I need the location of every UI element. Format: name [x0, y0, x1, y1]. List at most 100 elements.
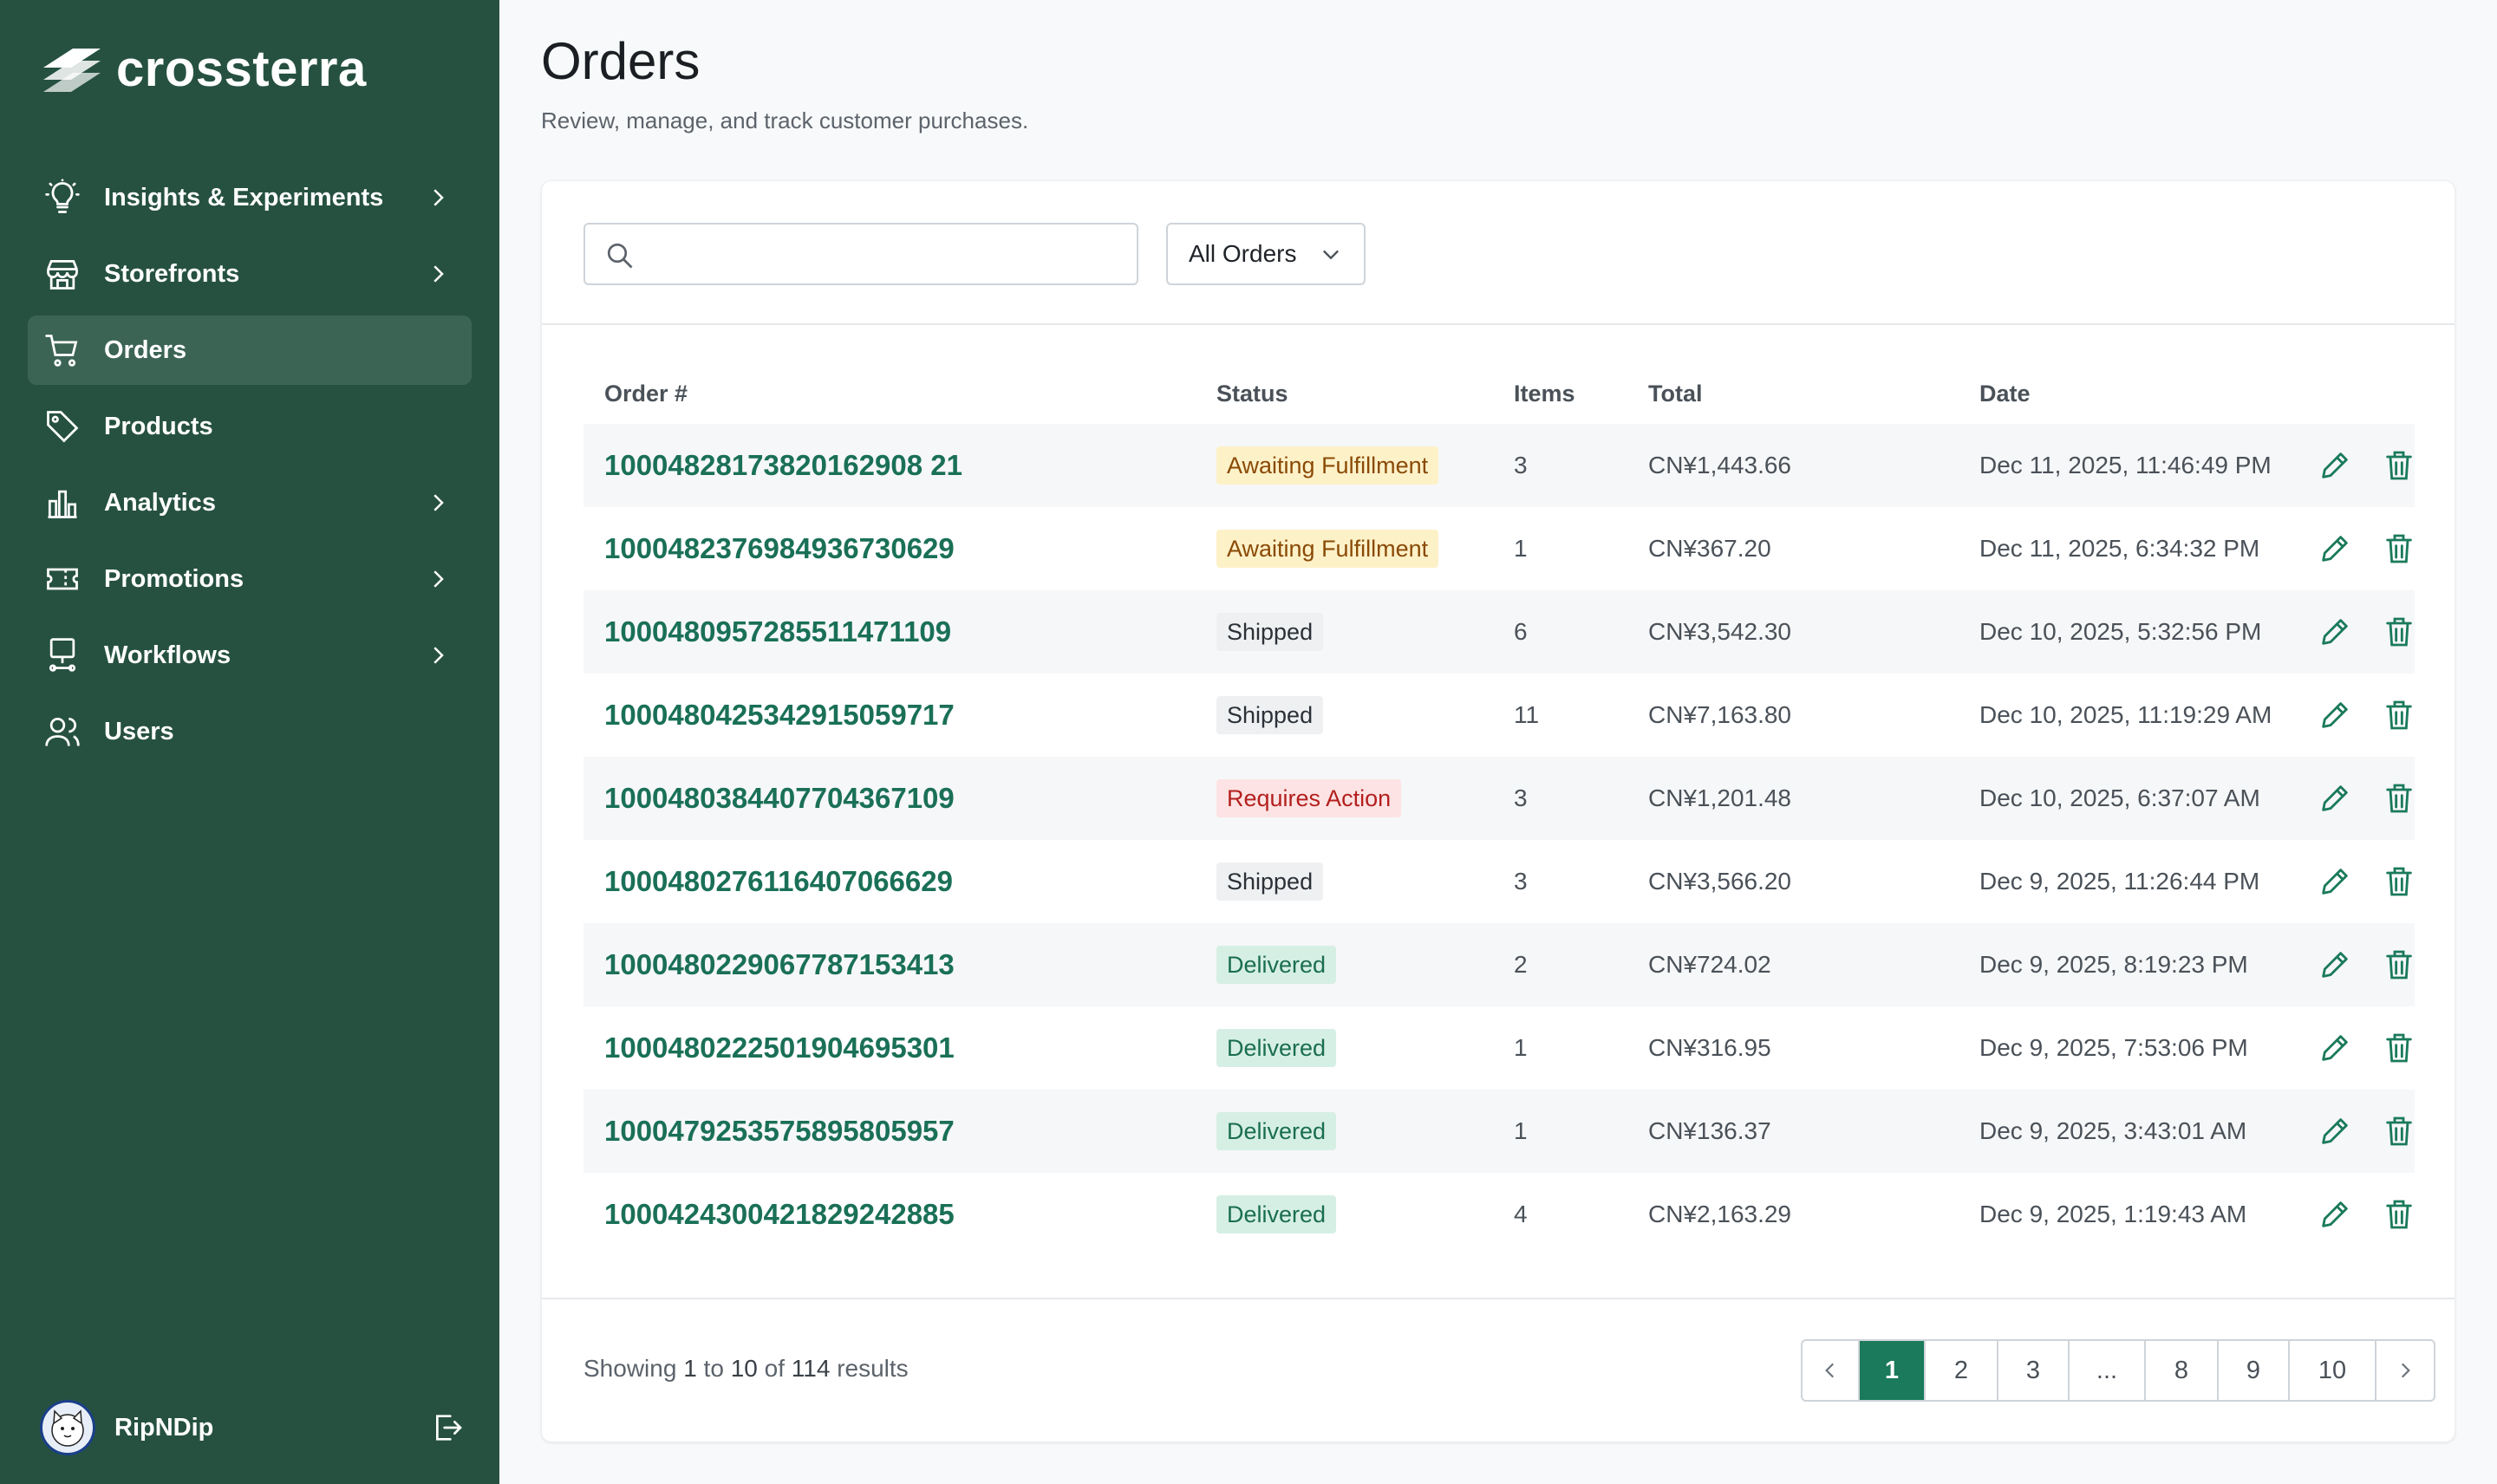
- status-badge: Shipped: [1216, 862, 1324, 901]
- table-row[interactable]: 1000480384407704367109 Requires Action 3 CN…: [584, 757, 2415, 840]
- order-total: CN¥2,163.29: [1648, 1201, 1792, 1227]
- order-number-link[interactable]: 1000424300421829242885: [604, 1198, 955, 1230]
- chevron-right-icon: [425, 185, 451, 211]
- status-badge: Awaiting Fulfillment: [1216, 529, 1439, 569]
- search-box[interactable]: [584, 223, 1138, 285]
- row-actions: [2318, 1173, 2416, 1256]
- order-date: Dec 9, 2025, 1:19:43 AM: [1979, 1201, 2247, 1227]
- edit-icon[interactable]: [2318, 1031, 2352, 1065]
- sidebar-item-users[interactable]: Users: [28, 697, 472, 766]
- showing-suffix: results: [837, 1355, 909, 1382]
- header-date[interactable]: Date: [1979, 381, 2031, 407]
- trash-icon[interactable]: [2382, 531, 2416, 566]
- trash-icon[interactable]: [2382, 781, 2416, 816]
- table-row[interactable]: 1000480425342915059717 Shipped 11 CN¥7,163.…: [584, 674, 2415, 757]
- pagination-next-button[interactable]: [2376, 1341, 2434, 1400]
- pagination-ellipsis: ...: [2070, 1341, 2146, 1400]
- row-actions: [2318, 674, 2416, 757]
- order-filter-select[interactable]: All Orders: [1166, 223, 1366, 285]
- sidebar-item-analytics[interactable]: Analytics: [28, 468, 472, 537]
- trash-icon[interactable]: [2382, 1114, 2416, 1149]
- logout-icon[interactable]: [430, 1410, 465, 1445]
- edit-icon[interactable]: [2318, 615, 2352, 649]
- table-row[interactable]: 1000480229067787153413 Delivered 2 CN¥724.0…: [584, 923, 2415, 1006]
- pagination-page-button[interactable]: 9: [2219, 1341, 2290, 1400]
- order-number-link[interactable]: 1000479253575895805957: [604, 1115, 955, 1147]
- edit-icon[interactable]: [2318, 1114, 2352, 1149]
- sidebar-item-label: Storefronts: [104, 259, 240, 288]
- sidebar-item-workflows[interactable]: Workflows: [28, 621, 472, 690]
- header-order[interactable]: Order #: [604, 381, 688, 407]
- order-date: Dec 9, 2025, 8:19:23 PM: [1979, 951, 2248, 978]
- page-subtitle: Review, manage, and track customer purch…: [541, 107, 1029, 133]
- sidebar-item-orders[interactable]: Orders: [28, 316, 472, 385]
- chevron-right-icon: [2401, 1363, 2410, 1378]
- pagination-page-button[interactable]: 3: [1998, 1341, 2070, 1400]
- sidebar-item-label: Workflows: [104, 641, 231, 669]
- pagination-prev-button[interactable]: [1803, 1341, 1860, 1400]
- filter-label: All Orders: [1189, 240, 1297, 267]
- status-cell: Delivered: [1216, 923, 1337, 1006]
- trash-icon[interactable]: [2382, 1197, 2416, 1232]
- edit-icon[interactable]: [2318, 781, 2352, 816]
- table-footer: Showing 1 to 10 of 114 results 1 2 3... 8 9 1…: [542, 1298, 2455, 1443]
- showing-of-word: of: [764, 1355, 785, 1382]
- sidebar-item-label: Insights & Experiments: [104, 183, 384, 212]
- search-input[interactable]: [648, 230, 1125, 278]
- table-row[interactable]: 1000480957285511471109 Shipped 6 CN¥3,542.3…: [584, 590, 2415, 674]
- sidebar-item-insights[interactable]: Insights & Experiments: [28, 163, 472, 232]
- trash-icon[interactable]: [2382, 698, 2416, 732]
- table-row[interactable]: 1000424300421829242885 Delivered 4 CN¥2,163…: [584, 1173, 2415, 1256]
- order-number-link[interactable]: 1000480276116407066629: [604, 865, 953, 897]
- ticket-icon: [43, 560, 81, 598]
- edit-icon[interactable]: [2318, 448, 2352, 483]
- trash-icon[interactable]: [2382, 947, 2416, 982]
- sidebar-item-products[interactable]: Products: [28, 392, 472, 461]
- status-cell: Shipped: [1216, 674, 1324, 757]
- edit-icon[interactable]: [2318, 864, 2352, 899]
- user-profile[interactable]: RipNDip: [40, 1399, 465, 1456]
- order-date: Dec 11, 2025, 11:46:49 PM: [1979, 452, 2272, 478]
- pagination-page-button[interactable]: 8: [2146, 1341, 2219, 1400]
- chevron-right-icon: [425, 566, 451, 592]
- order-number-link[interactable]: 1000480957285511471109: [604, 615, 952, 648]
- sidebar-nav: Insights & Experiments Storefronts Order…: [28, 163, 472, 773]
- order-total: CN¥367.20: [1648, 535, 1771, 562]
- trash-icon[interactable]: [2382, 448, 2416, 483]
- trash-icon[interactable]: [2382, 615, 2416, 649]
- order-number-link[interactable]: 1000480425342915059717: [604, 699, 955, 731]
- header-total[interactable]: Total: [1648, 381, 1703, 407]
- items-count: 3: [1514, 452, 1528, 478]
- trash-icon[interactable]: [2382, 1031, 2416, 1065]
- table-row[interactable]: 1000480276116407066629 Shipped 3 CN¥3,566.2…: [584, 840, 2415, 923]
- table-row[interactable]: 1000482376984936730629 Awaiting Fulfillme…: [584, 507, 2415, 590]
- status-badge: Shipped: [1216, 612, 1324, 652]
- table-row[interactable]: 1000479253575895805957 Delivered 1 CN¥136.3…: [584, 1090, 2415, 1173]
- order-number-link[interactable]: 10004828173820162908 21: [604, 449, 962, 481]
- pagination-page-button[interactable]: 10: [2290, 1341, 2376, 1400]
- order-number-link[interactable]: 1000480384407704367109: [604, 782, 955, 814]
- sidebar-item-storefronts[interactable]: Storefronts: [28, 239, 472, 309]
- order-number-link[interactable]: 1000482376984936730629: [604, 532, 955, 564]
- edit-icon[interactable]: [2318, 531, 2352, 566]
- order-number-link[interactable]: 1000480222501904695301: [604, 1032, 955, 1064]
- table-row[interactable]: 1000480222501904695301 Delivered 1 CN¥316.9…: [584, 1006, 2415, 1090]
- header-items[interactable]: Items: [1514, 381, 1575, 407]
- sidebar-item-label: Orders: [104, 335, 187, 364]
- sidebar-item-promotions[interactable]: Promotions: [28, 544, 472, 614]
- status-badge: Delivered: [1216, 1111, 1337, 1151]
- row-actions: [2318, 1090, 2416, 1173]
- order-number-link[interactable]: 1000480229067787153413: [604, 948, 955, 980]
- table-row[interactable]: 10004828173820162908 21 Awaiting Fulfillm…: [584, 424, 2415, 507]
- avatar[interactable]: [40, 1400, 95, 1455]
- trash-icon[interactable]: [2382, 864, 2416, 899]
- brand-logo[interactable]: crossterra: [40, 35, 367, 104]
- items-count: 1: [1514, 1034, 1528, 1061]
- edit-icon[interactable]: [2318, 1197, 2352, 1232]
- pagination-page-button[interactable]: 2: [1926, 1341, 1998, 1400]
- status-badge: Delivered: [1216, 1028, 1337, 1068]
- header-status[interactable]: Status: [1216, 381, 1288, 407]
- edit-icon[interactable]: [2318, 698, 2352, 732]
- edit-icon[interactable]: [2318, 947, 2352, 982]
- pagination-page-button[interactable]: 1: [1860, 1341, 1926, 1400]
